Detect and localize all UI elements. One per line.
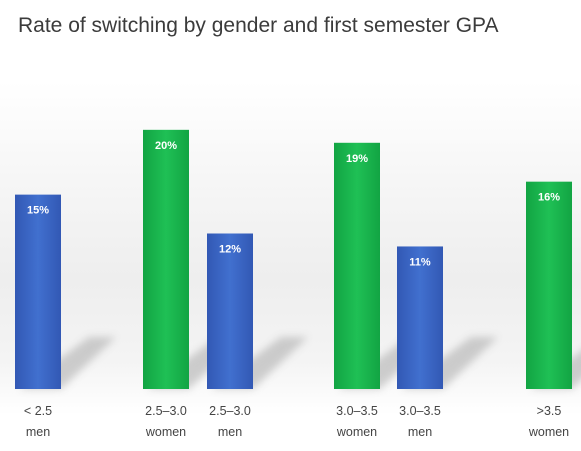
bar-men — [15, 194, 61, 389]
bar-women — [334, 142, 380, 389]
category-gender-label: women — [145, 425, 186, 439]
category-gender-label: men — [26, 425, 50, 439]
bar-men — [397, 246, 443, 389]
category-gpa-label: 3.0–3.5 — [336, 404, 378, 418]
bars-group — [15, 129, 572, 390]
category-gpa-label: 3.0–3.5 — [399, 404, 441, 418]
category-gender-label: men — [408, 425, 432, 439]
bar-shadows — [19, 337, 581, 389]
bar-value-label: 19% — [346, 153, 368, 165]
bar-value-label: 11% — [409, 256, 431, 268]
category-gpa-label: 2.5–3.0 — [145, 404, 187, 418]
value-labels-group: 15% 20% 12% 19% 11% 16% — [27, 140, 560, 269]
bar-value-label: 15% — [27, 205, 49, 217]
bar-women — [143, 129, 189, 390]
category-labels-group: < 2.5 men 2.5–3.0 women 2.5–3.0 men 3.0–3.5 wom… — [24, 404, 569, 439]
category-gpa-label: 2.5–3.0 — [209, 404, 251, 418]
category-gender-label: women — [528, 425, 569, 439]
chart-title: Rate of switching by gender and first se… — [18, 14, 499, 37]
category-gpa-label: >3.5 — [537, 404, 562, 418]
bar-value-label: 12% — [219, 244, 241, 256]
category-gpa-label: < 2.5 — [24, 404, 52, 418]
bar-value-label: 20% — [155, 140, 177, 152]
bar-value-label: 16% — [538, 192, 560, 204]
category-gender-label: men — [218, 425, 242, 439]
category-gender-label: women — [336, 425, 377, 439]
bar-men — [207, 233, 253, 389]
bar-women — [526, 181, 572, 389]
